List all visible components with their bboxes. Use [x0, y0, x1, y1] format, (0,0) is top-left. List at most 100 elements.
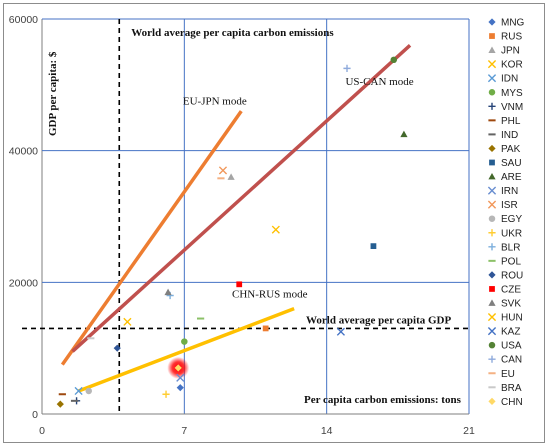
point-mys	[181, 338, 188, 345]
legend-marker-are	[488, 172, 496, 180]
legend-marker-can	[488, 355, 496, 363]
legend-marker-svk	[488, 299, 496, 306]
legend-label-svk: SVK	[501, 299, 521, 310]
legend-marker-blr	[488, 243, 496, 251]
reference-label-gdp: World average per capita GDP	[306, 314, 451, 326]
legend-item-egy: EGY	[488, 214, 522, 225]
legend-label-rus: RUS	[501, 32, 522, 43]
point-ukr	[162, 390, 170, 398]
legend-item-are: ARE	[488, 172, 522, 183]
legend-item-eu: EU	[488, 369, 515, 380]
legend-label-are: ARE	[501, 172, 522, 183]
point-are	[400, 130, 408, 138]
legend-marker-vnm	[488, 102, 496, 110]
legend-item-rou: ROU	[488, 270, 523, 281]
legend-marker-idn	[487, 74, 497, 83]
x-tick-label: 0	[39, 425, 45, 437]
legend-item-chn: CHN	[488, 397, 523, 408]
point-sau	[370, 243, 377, 250]
legend-label-bra: BRA	[501, 383, 522, 394]
legend-item-idn: IDN	[487, 74, 518, 85]
y-tick-label: 20000	[9, 277, 38, 289]
legend-label-pol: POL	[501, 256, 521, 267]
legend-label-phl: PHL	[501, 116, 521, 127]
legend-marker-rus	[489, 33, 495, 39]
chart-frame: 0 7 14 21 0 20000 40000 60000 GDP per capita: $ P…	[3, 3, 545, 443]
annotation-us-can-mode: US-CAN mode	[345, 76, 413, 88]
legend-label-vnm: VNM	[501, 102, 523, 113]
annotation-chn-rus-mode: CHN-RUS mode	[232, 288, 308, 300]
y-tick-label: 40000	[9, 146, 38, 158]
x-axis-title: Per capita carbon emissions: tons	[304, 394, 462, 406]
legend-item-mys: MYS	[488, 88, 523, 99]
legend-item-pak: PAK	[488, 144, 521, 155]
legend-label-hun: HUN	[501, 313, 523, 324]
legend-label-isr: ISR	[501, 200, 518, 211]
point-idn	[74, 386, 83, 396]
legend-marker-chn	[488, 397, 496, 405]
y-tick-label: 0	[32, 409, 38, 421]
legend-item-svk: SVK	[488, 299, 521, 310]
legend-label-idn: IDN	[501, 74, 518, 85]
legend-marker-kor	[487, 60, 497, 69]
x-tick-label: 7	[181, 425, 187, 437]
x-tick-label: 21	[463, 425, 475, 437]
point-rus	[262, 325, 269, 332]
reference-label-emissions: World average per capita carbon emission…	[131, 27, 334, 39]
legend-label-kor: KOR	[501, 60, 523, 71]
legend-label-mys: MYS	[501, 88, 523, 99]
point-can	[343, 64, 351, 72]
point-chn	[174, 364, 182, 372]
legend-marker-mng	[488, 18, 496, 26]
legend-marker-jpn	[488, 46, 496, 53]
legend-item-kor: KOR	[487, 60, 523, 71]
legend-marker-kaz	[487, 327, 497, 336]
legend-label-ukr: UKR	[501, 228, 522, 239]
point-usa	[390, 56, 398, 64]
legend-marker-rou	[488, 271, 496, 279]
legend-label-egy: EGY	[501, 214, 522, 225]
legend-item-isr: ISR	[487, 200, 518, 211]
legend-item-usa: USA	[488, 341, 522, 352]
point-cze	[236, 281, 243, 288]
legend-item-can: CAN	[488, 355, 522, 366]
legend-item-cze: CZE	[489, 284, 521, 295]
legend-marker-mys	[488, 89, 496, 96]
legend-marker-hun	[487, 312, 497, 322]
trend-line-eu-jpn-mode	[60, 110, 243, 366]
point-pak	[56, 400, 64, 408]
legend-item-ind: IND	[488, 130, 518, 141]
trend-line-chn-rus-mode	[77, 307, 295, 393]
legend-item-vnm: VNM	[488, 102, 523, 113]
legend-label-usa: USA	[501, 341, 522, 352]
point-isr	[218, 166, 228, 175]
legend-label-sau: SAU	[501, 158, 522, 169]
legend-label-blr: BLR	[501, 242, 520, 253]
legend-item-mng: MNG	[488, 18, 525, 29]
legend-item-kaz: KAZ	[487, 327, 520, 338]
legend-item-jpn: JPN	[488, 46, 520, 57]
legend-item-blr: BLR	[488, 242, 520, 253]
point-kaz	[336, 327, 345, 336]
legend-item-rus: RUS	[489, 32, 522, 43]
x-tick-label: 14	[321, 425, 333, 437]
legend-label-jpn: JPN	[501, 46, 520, 57]
legend-item-hun: HUN	[487, 312, 523, 324]
annotation-eu-jpn-mode: EU-JPN mode	[183, 96, 247, 108]
chart-svg: 0 7 14 21 0 20000 40000 60000 GDP per capita: $ P…	[9, 14, 525, 437]
point-rou	[113, 344, 121, 352]
point-hun	[123, 317, 132, 326]
legend-item-pol: POL	[488, 256, 521, 267]
legend-marker-egy	[488, 215, 496, 222]
legend-item-bra: BRA	[488, 383, 522, 394]
legend-marker-usa	[488, 341, 496, 349]
legend-label-eu: EU	[501, 369, 515, 380]
legend-label-cze: CZE	[501, 284, 521, 295]
point-egy	[85, 387, 93, 395]
legend-marker-sau	[489, 159, 495, 166]
legend-item-phl: PHL	[488, 116, 521, 127]
legend-label-ind: IND	[501, 130, 518, 141]
legend-label-pak: PAK	[501, 144, 521, 155]
legend-item-irn: IRN	[487, 186, 518, 197]
legend-marker-ukr	[488, 229, 496, 237]
